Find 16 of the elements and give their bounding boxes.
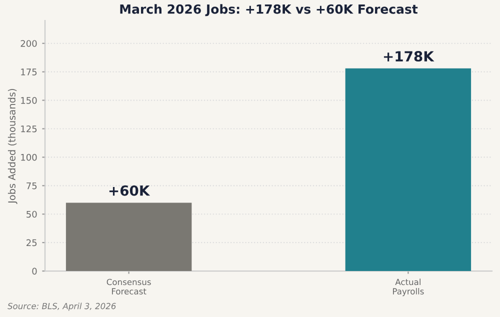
y-axis-title: Jobs Added (thousands) [8, 89, 18, 204]
source-note: Source: BLS, April 3, 2026 [8, 302, 116, 311]
data-label: +60K [109, 185, 150, 196]
y-tick-label: 100 [21, 154, 37, 161]
y-tick-label: 150 [21, 97, 37, 104]
y-tick-label: 75 [26, 182, 37, 190]
chart-title: March 2026 Jobs: +178K vs +60K Forecast [120, 4, 418, 16]
y-tick-label: 200 [20, 40, 37, 47]
data-label: +178K [384, 51, 434, 62]
x-tick-label: Actual Payrolls [393, 278, 424, 296]
y-tick-label: 125 [21, 125, 37, 132]
x-tick-label: Consensus Forecast [106, 278, 151, 294]
y-tick-label: 50 [26, 210, 37, 218]
y-tick-label: 175 [21, 68, 37, 76]
y-tick-label: 25 [26, 239, 37, 246]
y-tick-label: 0 [32, 268, 37, 275]
